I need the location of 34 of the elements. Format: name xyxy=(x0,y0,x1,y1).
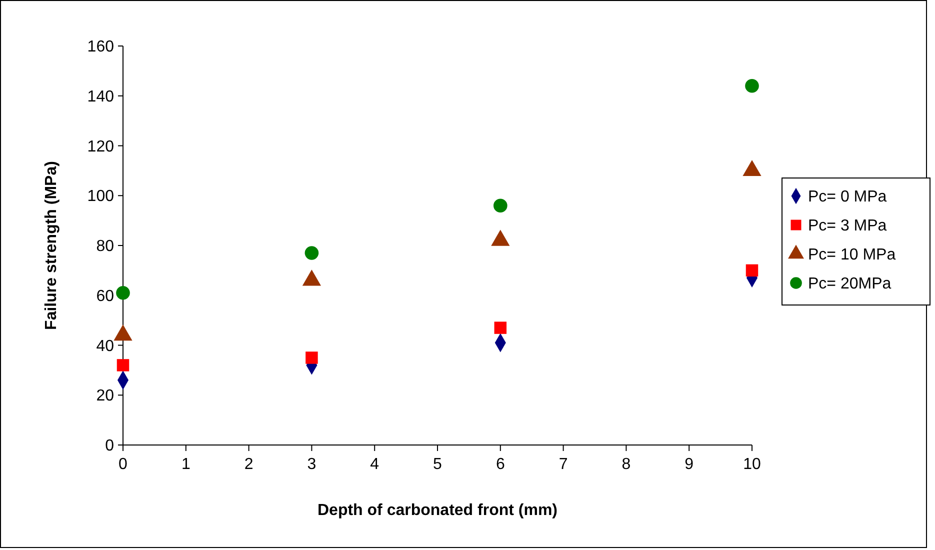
point xyxy=(116,286,130,300)
x-tick-label: 9 xyxy=(684,456,694,473)
point xyxy=(116,359,130,372)
x-tick-label: 6 xyxy=(496,456,505,473)
y-tick-label: 20 xyxy=(96,388,114,405)
x-tick-label: 4 xyxy=(370,456,380,473)
x-tick-label: 5 xyxy=(433,456,442,473)
point xyxy=(745,79,759,93)
legend-label: Pc= 0 MPa xyxy=(808,188,887,206)
legend-label: Pc= 10 MPa xyxy=(808,246,896,264)
legend-label: Pc= 3 MPa xyxy=(808,218,887,235)
x-tick-label: 10 xyxy=(743,456,761,473)
x-axis-title: Depth of carbonated front (mm) xyxy=(318,502,558,519)
point xyxy=(304,246,319,260)
x-tick-label: 7 xyxy=(558,456,568,473)
y-tick-label: 120 xyxy=(87,138,114,156)
y-tick-label: 0 xyxy=(105,438,114,455)
x-tick-label: 0 xyxy=(118,456,128,473)
x-tick-label: 1 xyxy=(181,456,190,473)
legend-label: Pc= 20MPa xyxy=(808,276,892,293)
x-tick-label: 8 xyxy=(622,456,631,473)
y-tick-label: 160 xyxy=(87,38,114,56)
point xyxy=(494,322,507,334)
point xyxy=(746,264,758,277)
y-tick-label: 100 xyxy=(87,188,114,206)
x-tick-label: 2 xyxy=(244,456,254,473)
y-tick-label: 60 xyxy=(96,288,114,305)
point xyxy=(306,352,318,364)
y-axis-title: Failure strength (MPa) xyxy=(43,161,60,330)
y-tick-label: 140 xyxy=(87,88,114,106)
y-tick-label: 80 xyxy=(96,238,114,256)
x-tick-label: 3 xyxy=(307,456,316,473)
y-tick-label: 40 xyxy=(96,338,114,355)
point xyxy=(493,198,508,212)
